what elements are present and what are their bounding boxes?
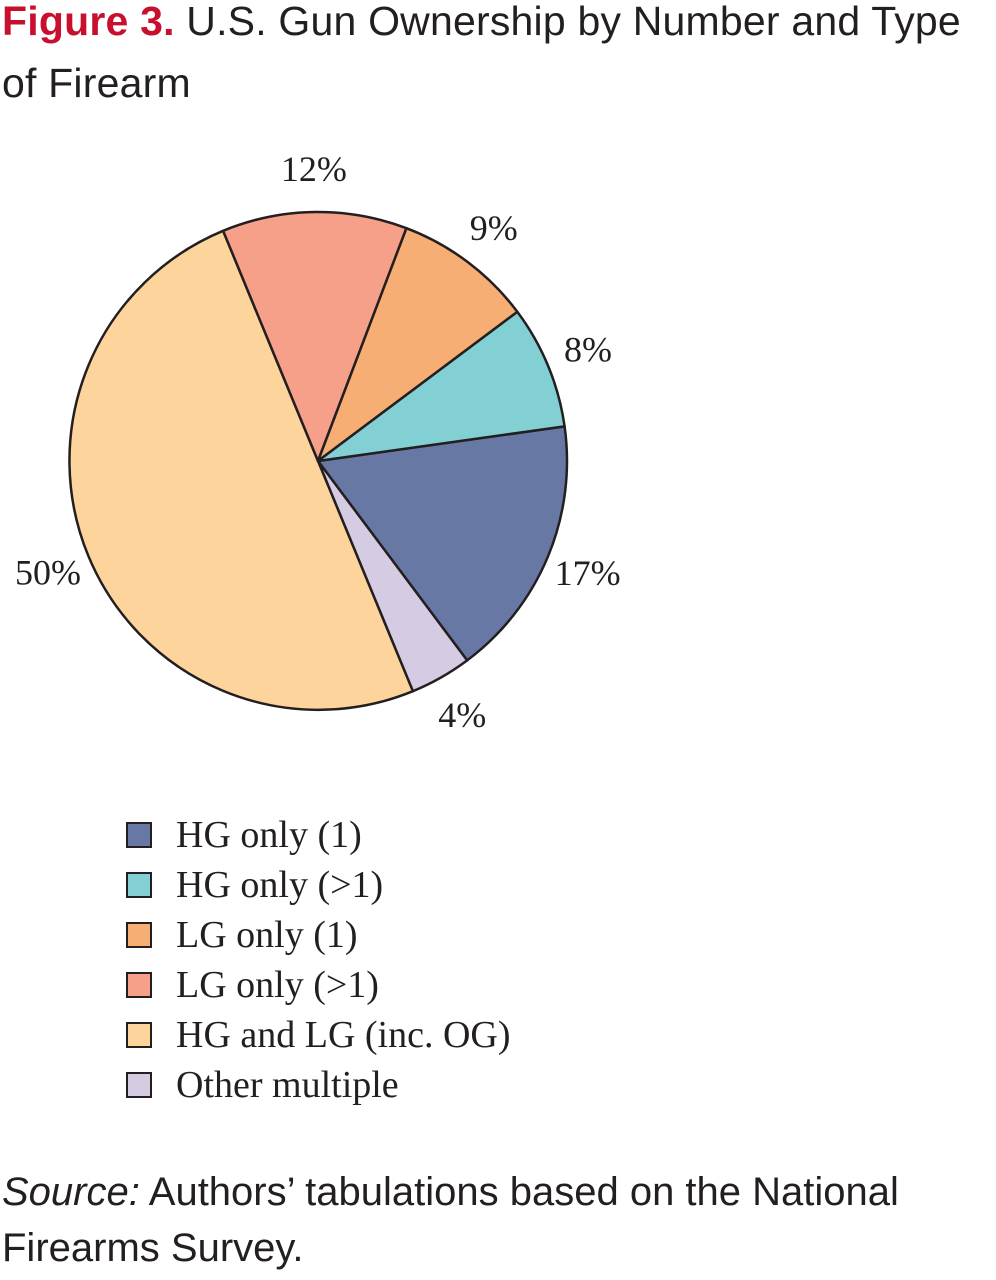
- pie-slice-label-5: 8%: [564, 330, 612, 370]
- legend-label: LG only (1): [176, 914, 358, 956]
- pie-slice-0: [316, 425, 569, 662]
- pie-slice-label-0: 17%: [555, 553, 621, 593]
- legend-swatch: [126, 1022, 152, 1048]
- figure-label: Figure 3.: [2, 0, 175, 44]
- pie-labels: 17% 4% 50% 12% 9% 8%: [15, 150, 621, 735]
- pie-slice-5: [316, 310, 566, 463]
- legend-item: Other multiple: [126, 1060, 511, 1110]
- pie-slices: [68, 210, 569, 711]
- legend-item: HG and LG (inc. OG): [126, 1010, 511, 1060]
- legend-label: LG only (>1): [176, 964, 379, 1006]
- source-note: Source: Authors’ tabulations based on th…: [2, 1164, 996, 1276]
- source-text: Authors’ tabulations based on the Nation…: [2, 1170, 899, 1270]
- legend-item: HG only (>1): [126, 860, 511, 910]
- chart-legend: HG only (1) HG only (>1) LG only (1) LG onl…: [126, 810, 511, 1110]
- source-label: Source:: [2, 1170, 140, 1214]
- pie-chart: 17% 4% 50% 12% 9% 8%: [15, 150, 621, 735]
- legend-swatch: [126, 972, 152, 998]
- pie-slice-4: [316, 226, 519, 463]
- figure-title-block: Figure 3. U.S. Gun Ownership by Number a…: [2, 0, 992, 114]
- legend-label: Other multiple: [176, 1064, 399, 1106]
- legend-label: HG only (1): [176, 814, 362, 856]
- pie-slice-label-3: 12%: [281, 150, 347, 189]
- legend-item: HG only (1): [126, 810, 511, 860]
- pie-slice-3: [221, 210, 408, 463]
- figure-title: U.S. Gun Ownership by Number and Type of…: [2, 0, 961, 106]
- legend-label: HG and LG (inc. OG): [176, 1014, 511, 1056]
- legend-item: LG only (>1): [126, 960, 511, 1010]
- pie-slice-label-4: 9%: [470, 208, 518, 248]
- legend-swatch: [126, 872, 152, 898]
- pie-slice-label-1: 4%: [438, 695, 486, 735]
- legend-swatch: [126, 922, 152, 948]
- legend-label: HG only (>1): [176, 864, 384, 906]
- legend-swatch: [126, 1072, 152, 1098]
- legend-swatch: [126, 822, 152, 848]
- pie-slice-label-2: 50%: [15, 552, 81, 592]
- pie-slice-2: [68, 229, 415, 711]
- legend-item: LG only (1): [126, 910, 511, 960]
